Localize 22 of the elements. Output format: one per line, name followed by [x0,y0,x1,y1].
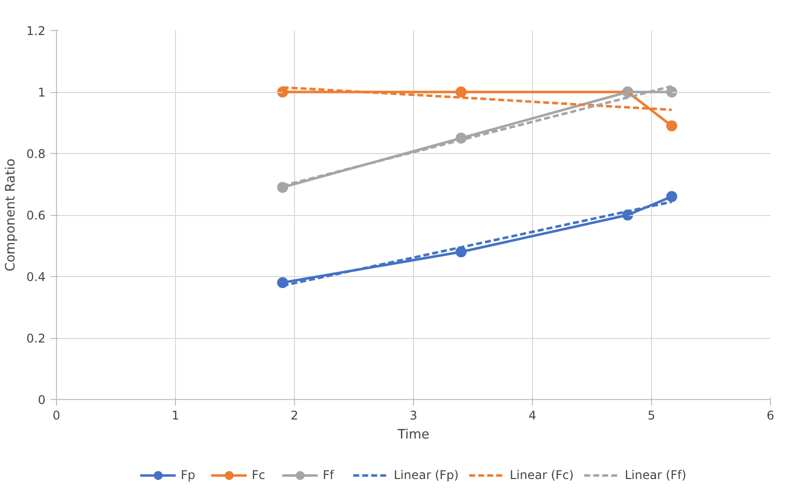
x-tick-label: 3 [410,408,418,422]
y-tick-label: 0.8 [26,147,46,161]
legend-label: Linear (Fc) [510,468,574,482]
y-tick-label: 1.2 [26,24,46,38]
x-tick-label: 5 [648,408,656,422]
y-tick-label: 0.2 [26,332,46,346]
legend-label: Fc [252,468,266,482]
x-tick-label: 0 [52,408,60,422]
x-tick-label: 1 [172,408,180,422]
legend-label: Fp [180,468,196,482]
x-tick-label: 6 [766,408,774,422]
x-axis-title: Time [396,428,430,442]
legend-label: Linear (Ff) [624,468,686,482]
y-tick-label: 1 [38,86,46,100]
y-tick-label: 0.6 [26,208,46,222]
y-tick-label: 0.4 [26,270,46,284]
y-axis-title: Component Ratio [3,158,18,272]
x-tick-label: 2 [290,408,298,422]
x-tick-label: 4 [528,408,536,422]
legend-label: Ff [322,468,336,482]
legend-label: Linear (Fp) [394,468,459,482]
y-tick-label: 0 [38,393,46,407]
